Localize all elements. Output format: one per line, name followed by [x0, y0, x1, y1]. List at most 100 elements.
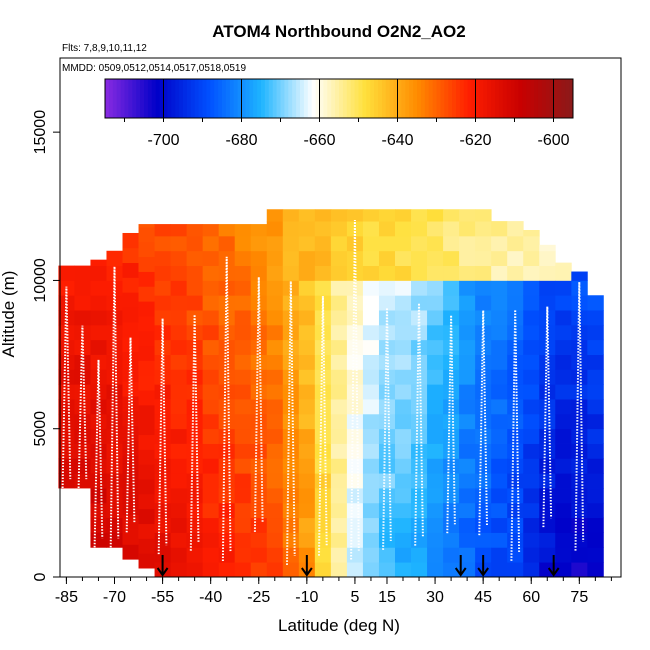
heatmap-cell: [427, 532, 444, 548]
heatmap-cell: [523, 532, 540, 548]
heatmap-cell: [74, 399, 91, 415]
colorbar-swatch: [144, 79, 149, 118]
heatmap-cell: [154, 517, 171, 533]
heatmap-cell: [443, 280, 460, 296]
heatmap-cell: [459, 562, 476, 578]
heatmap-cell: [539, 517, 556, 533]
colorbar-swatch: [463, 79, 469, 118]
heatmap-cell: [122, 247, 139, 264]
colorbar-swatch: [147, 79, 153, 118]
heatmap-cell: [523, 413, 540, 430]
heatmap-cell: [507, 399, 524, 415]
heatmap-cell: [282, 517, 300, 533]
heatmap-cell: [411, 502, 428, 519]
heatmap-cell: [314, 458, 332, 474]
heatmap-cell: [90, 265, 107, 281]
heatmap-cell: [459, 324, 476, 341]
heatmap-cell: [154, 310, 171, 326]
heatmap-cell: [523, 235, 540, 252]
heatmap-cell: [507, 502, 524, 519]
heatmap-cell: [459, 413, 476, 430]
heatmap-cell: [459, 369, 476, 385]
heatmap-cell: [475, 488, 492, 504]
heatmap-cell: [154, 235, 171, 252]
heatmap-cell: [138, 419, 155, 436]
heatmap-cell: [395, 209, 412, 222]
heatmap-cell: [250, 517, 268, 533]
colorbar-tick-label: -640: [381, 132, 413, 149]
heatmap-cell: [362, 324, 380, 341]
heatmap-cell: [539, 244, 556, 252]
heatmap-cell: [443, 399, 460, 415]
heatmap-cell: [555, 562, 572, 578]
heatmap-cell: [523, 517, 540, 533]
heatmap-cell: [266, 354, 284, 370]
heatmap-cell: [298, 488, 316, 504]
heatmap-cell: [218, 235, 236, 252]
heatmap-cell: [475, 280, 492, 296]
colorbar-swatch: [264, 79, 270, 118]
profile-arrow: [454, 555, 467, 577]
heatmap-cell: [459, 502, 476, 519]
heatmap-cell: [571, 502, 588, 519]
colorbar-swatch: [206, 79, 211, 118]
heatmap-cell: [427, 413, 444, 430]
heatmap-cell: [362, 384, 380, 400]
colorbar-swatch: [420, 79, 426, 118]
heatmap-cell: [346, 339, 364, 355]
heatmap-cell: [266, 443, 284, 459]
heatmap-cell: [234, 428, 252, 444]
colorbar-swatch: [428, 79, 434, 118]
heatmap-cell: [138, 330, 155, 347]
heatmap-cell: [555, 339, 572, 355]
x-tick-label: -40: [199, 589, 222, 606]
heatmap-cell: [459, 265, 476, 281]
colorbar-swatch: [362, 79, 367, 118]
colorbar-swatch: [241, 79, 246, 118]
heatmap-cell: [427, 547, 444, 563]
heatmap-cell: [443, 310, 460, 326]
heatmap-cell: [58, 413, 75, 430]
flight-profile: [157, 318, 168, 555]
heatmap-cell: [266, 502, 284, 519]
heatmap-cell: [523, 230, 540, 237]
heatmap-cell: [459, 295, 476, 311]
heatmap-cell: [314, 532, 332, 548]
heatmap-cell: [138, 479, 155, 495]
heatmap-cell: [90, 324, 107, 341]
heatmap-cell: [395, 399, 412, 415]
heatmap-cell: [314, 399, 332, 415]
heatmap-cell: [266, 209, 284, 222]
colorbar-swatch: [409, 79, 414, 118]
heatmap-cell: [234, 369, 252, 385]
heatmap-cell: [587, 324, 604, 341]
colorbar-swatch: [417, 79, 422, 118]
heatmap-cell: [491, 473, 508, 489]
heatmap-cell: [378, 517, 396, 533]
heatmap-cell: [122, 396, 139, 412]
heatmap-cell: [314, 443, 332, 459]
colorbar-swatch: [522, 79, 527, 118]
colorbar-swatch: [210, 79, 215, 118]
heatmap-cell: [202, 547, 220, 563]
flight-profile: [125, 337, 136, 533]
heatmap-cell: [491, 517, 508, 533]
heatmap-cell: [491, 221, 508, 237]
heatmap-cell: [186, 224, 204, 237]
heatmap-cell: [362, 399, 380, 415]
heatmap-cell: [138, 493, 155, 510]
colorbar-swatch: [296, 79, 301, 118]
heatmap-cell: [218, 473, 236, 489]
heatmap-cell: [282, 562, 300, 578]
heatmap-cell: [523, 265, 540, 281]
heatmap-cell: [427, 562, 444, 578]
heatmap-cell: [122, 440, 139, 456]
heatmap-cell: [362, 221, 380, 237]
heatmap-cell: [282, 502, 300, 519]
colorbar-swatch: [253, 79, 258, 118]
heatmap-cell: [122, 470, 139, 486]
heatmap-cell: [330, 547, 348, 563]
heatmap-cell: [154, 384, 171, 400]
heatmap-cell: [282, 443, 300, 459]
heatmap-cell: [378, 250, 396, 266]
